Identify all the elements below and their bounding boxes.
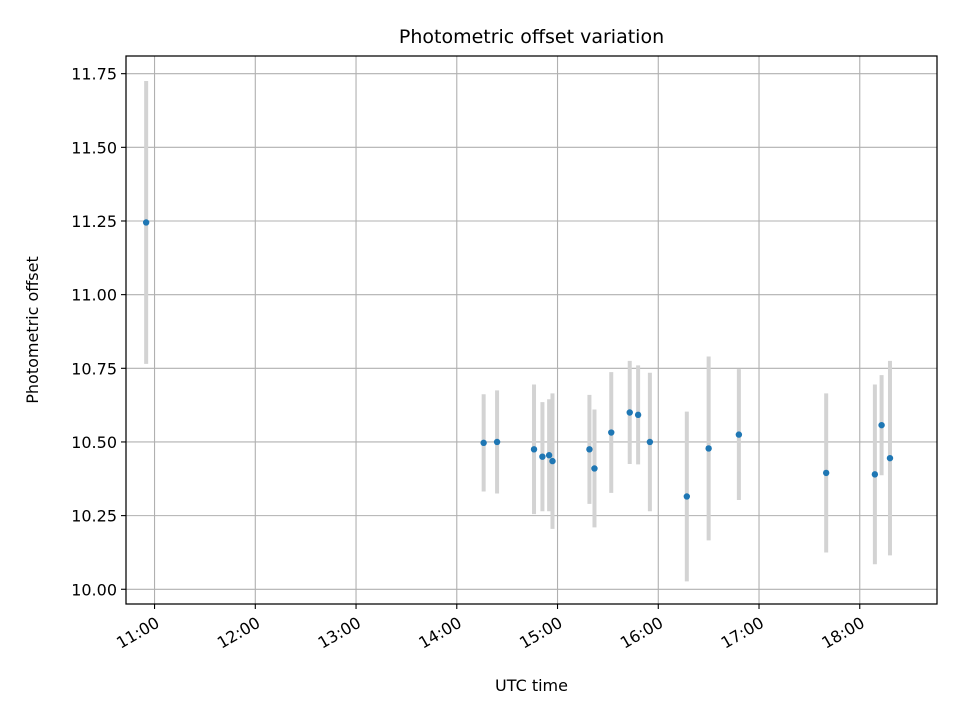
data-point bbox=[549, 457, 556, 465]
grid bbox=[126, 56, 937, 604]
y-tick-label: 10.00 bbox=[71, 580, 117, 599]
x-axis-label: UTC time bbox=[495, 676, 568, 695]
data-point bbox=[493, 438, 501, 446]
y-tick-label: 11.25 bbox=[71, 212, 117, 231]
data-point bbox=[822, 469, 830, 477]
plot-frame bbox=[125, 55, 938, 605]
y-tick-label: 11.50 bbox=[71, 138, 117, 157]
data-point bbox=[871, 471, 879, 478]
data-point bbox=[626, 409, 633, 416]
data-point bbox=[646, 438, 654, 446]
data-point bbox=[530, 446, 538, 453]
y-tick-label: 10.50 bbox=[71, 433, 117, 452]
data-point bbox=[591, 465, 598, 472]
y-tick-label: 10.75 bbox=[71, 359, 117, 378]
y-tick-label: 10.25 bbox=[71, 507, 117, 526]
data-point bbox=[878, 421, 885, 429]
data-point bbox=[586, 446, 593, 453]
data-point bbox=[886, 454, 894, 462]
data-points bbox=[142, 219, 894, 500]
y-axis-ticks: 10.00 10.25 10.50 10.75 11.00 11.25 11.50 11.75 bbox=[71, 65, 126, 599]
data-point bbox=[683, 493, 691, 500]
data-point bbox=[480, 439, 487, 447]
y-axis-label: Photometric offset bbox=[23, 256, 42, 404]
data-point bbox=[634, 411, 642, 419]
chart-title: Photometric offset variation bbox=[399, 26, 664, 48]
data-point bbox=[539, 453, 546, 460]
data-point bbox=[142, 219, 150, 226]
y-tick-label: 11.75 bbox=[71, 65, 117, 84]
data-point bbox=[545, 452, 553, 459]
data-point bbox=[735, 431, 743, 438]
data-point bbox=[705, 445, 712, 452]
data-point bbox=[608, 429, 615, 436]
y-tick-label: 11.00 bbox=[71, 286, 117, 305]
